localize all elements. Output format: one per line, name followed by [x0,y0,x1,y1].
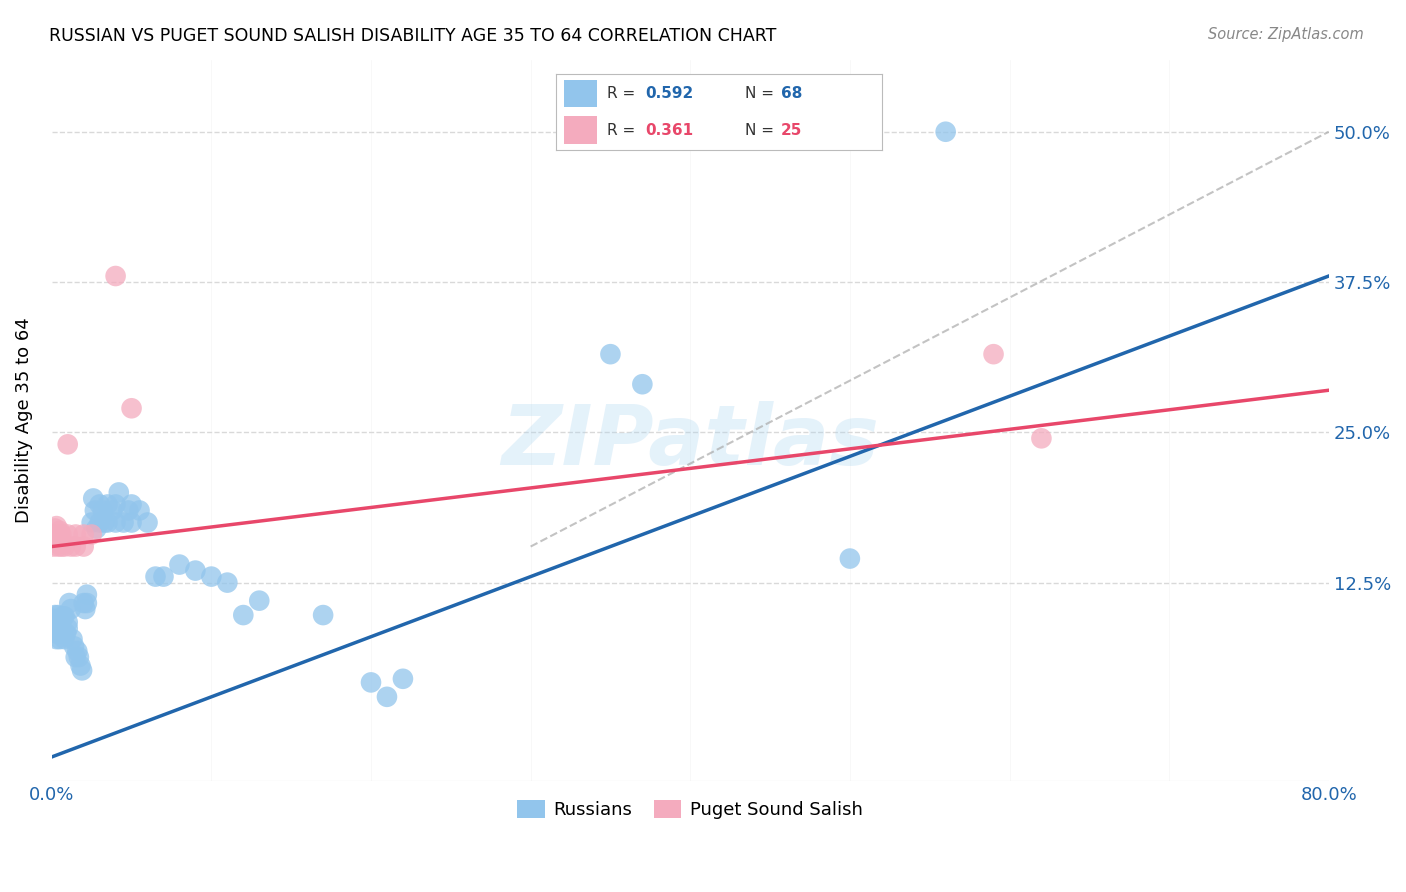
Point [136,516,159,530]
Point [56,621,79,635]
Point [145,569,167,583]
Point [67,650,90,665]
Point [65,527,87,541]
Point [73,596,96,610]
Point [104,268,127,283]
Point [69,658,91,673]
Text: ZIPatlas: ZIPatlas [502,401,879,483]
Point [392,672,415,686]
Point [44,531,66,545]
Point [128,503,150,517]
Point [983,347,1005,361]
Point [360,675,382,690]
Point [52,609,75,624]
Point [121,401,143,416]
Point [232,608,254,623]
Point [46,627,69,641]
Point [46,531,69,545]
Point [97,498,120,512]
Text: Source: ZipAtlas.com: Source: ZipAtlas.com [1208,27,1364,42]
Point [82,491,104,506]
Point [51,620,73,634]
Point [89,498,111,512]
Point [55,626,77,640]
Point [97,516,120,530]
Point [169,558,191,572]
Point [44,608,66,623]
Point [599,347,621,361]
Point [65,540,87,554]
Point [53,540,76,554]
Point [838,551,860,566]
Point [53,632,76,647]
Point [217,575,239,590]
Point [70,664,93,678]
Point [59,602,82,616]
Point [52,536,75,550]
Point [80,516,103,530]
Point [247,593,270,607]
Point [93,516,115,530]
Point [76,596,98,610]
Point [83,503,105,517]
Point [58,596,80,610]
Point [48,524,70,538]
Point [51,527,73,541]
Point [56,437,79,451]
Point [44,624,66,638]
Point [75,602,97,616]
Point [53,609,76,624]
Point [200,569,222,583]
Point [45,617,67,632]
Point [46,620,69,634]
Text: RUSSIAN VS PUGET SOUND SALISH DISABILITY AGE 35 TO 64 CORRELATION CHART: RUSSIAN VS PUGET SOUND SALISH DISABILITY… [49,27,776,45]
Point [42,540,65,554]
Point [48,632,70,647]
Point [76,588,98,602]
Point [631,377,654,392]
Point [46,608,69,623]
Point [45,632,67,647]
Point [80,527,103,541]
Point [91,503,114,517]
Point [89,516,111,530]
Point [66,644,89,658]
Point [46,540,69,554]
Point [65,650,87,665]
Point [86,521,108,535]
Point [62,632,84,647]
Point [45,536,67,550]
Point [184,564,207,578]
Point [117,503,139,517]
Y-axis label: Disability Age 35 to 64: Disability Age 35 to 64 [15,318,32,524]
Point [375,690,398,704]
Point [112,516,135,530]
Point [56,615,79,630]
Point [63,640,86,654]
Point [101,503,124,517]
Point [1031,431,1053,445]
Point [44,521,66,535]
Point [152,569,174,583]
Point [935,125,957,139]
Point [104,516,127,530]
Point [121,516,143,530]
Point [73,540,96,554]
Point [52,626,75,640]
Point [42,527,65,541]
Point [73,527,96,541]
Point [51,540,73,554]
Point [42,612,65,626]
Point [51,614,73,628]
Point [121,498,143,512]
Point [59,540,82,554]
Point [56,527,79,541]
Point [104,498,127,512]
Legend: Russians, Puget Sound Salish: Russians, Puget Sound Salish [510,792,870,826]
Point [312,608,335,623]
Point [45,519,67,533]
Point [48,614,70,628]
Point [107,485,129,500]
